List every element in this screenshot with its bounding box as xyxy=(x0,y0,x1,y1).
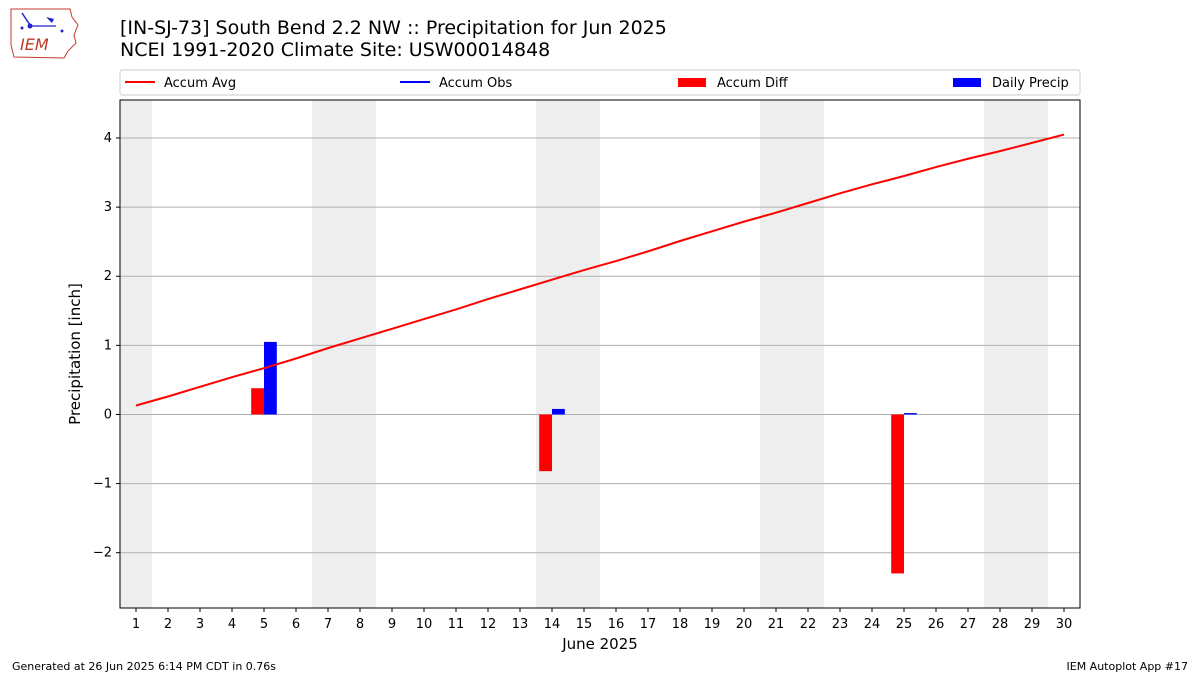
x-tick-label: 3 xyxy=(196,617,204,632)
x-tick-label: 1 xyxy=(132,617,140,632)
x-tick-label: 25 xyxy=(896,617,913,632)
accum-avg-line xyxy=(135,133,1065,407)
x-tick-label: 19 xyxy=(704,617,721,632)
legend-label-2: Accum Diff xyxy=(717,76,789,91)
weekend-band-0 xyxy=(120,100,152,608)
y-axis-label: Precipitation [inch] xyxy=(66,283,84,425)
y-tick-label: 0 xyxy=(104,407,112,422)
gridlines xyxy=(120,137,1080,554)
x-tick-label: 9 xyxy=(388,617,396,632)
y-tick-label: 4 xyxy=(104,131,112,146)
weekend-band-1 xyxy=(312,100,376,608)
x-tick-label: 16 xyxy=(608,617,625,632)
y-tick-label: 2 xyxy=(104,269,112,284)
x-tick-label: 7 xyxy=(324,617,332,632)
x-tick-label: 11 xyxy=(448,617,465,632)
accum-diff-bar-day-14 xyxy=(539,414,552,472)
iem-logo: IEM xyxy=(8,5,80,60)
weekend-band-4 xyxy=(984,100,1048,608)
x-tick-label: 30 xyxy=(1056,617,1073,632)
chart-title: [IN-SJ-73] South Bend 2.2 NW :: Precipit… xyxy=(120,17,667,61)
accum-diff-bar-day-5 xyxy=(251,388,264,415)
legend-label-1: Accum Obs xyxy=(439,76,512,91)
x-tick-label: 13 xyxy=(512,617,529,632)
x-axis-ticks: 1 2 3 4 5 6 7 8 9 10 11 12 13 14 15 16 17 18 19 20 21 22 23 24 2… xyxy=(132,608,1072,632)
title-line-1: [IN-SJ-73] South Bend 2.2 NW :: Precipit… xyxy=(120,17,667,39)
x-tick-label: 15 xyxy=(576,617,593,632)
x-tick-label: 29 xyxy=(1024,617,1041,632)
plot-frame xyxy=(119,99,1081,609)
x-tick-label: 5 xyxy=(260,617,268,632)
y-tick-label: −2 xyxy=(93,546,112,561)
x-tick-label: 12 xyxy=(480,617,497,632)
accum-diff-bar-day-25 xyxy=(891,414,904,574)
y-tick-label: 3 xyxy=(104,200,112,215)
daily-precip-bar-day-14 xyxy=(552,408,565,415)
x-tick-label: 10 xyxy=(416,617,433,632)
footer-app: IEM Autoplot App #17 xyxy=(1066,660,1189,673)
logo-text: IEM xyxy=(20,35,49,54)
legend-label-3: Daily Precip xyxy=(992,76,1069,91)
daily-precip-bar-day-25 xyxy=(904,413,917,415)
x-tick-label: 2 xyxy=(164,617,172,632)
x-tick-label: 28 xyxy=(992,617,1009,632)
x-tick-label: 18 xyxy=(672,617,689,632)
x-tick-label: 8 xyxy=(356,617,364,632)
x-tick-label: 21 xyxy=(768,617,785,632)
x-tick-label: 26 xyxy=(928,617,945,632)
x-tick-label: 24 xyxy=(864,617,881,632)
x-tick-label: 27 xyxy=(960,617,977,632)
x-tick-label: 6 xyxy=(292,617,300,632)
x-tick-label: 20 xyxy=(736,617,753,632)
weekend-band-3 xyxy=(760,100,824,608)
y-tick-label: −1 xyxy=(93,477,112,492)
legend: Accum Avg Accum Obs Accum Diff Daily Precip xyxy=(119,69,1081,96)
x-tick-label: 4 xyxy=(228,617,236,632)
legend-swatch-3 xyxy=(953,78,981,87)
x-tick-label: 17 xyxy=(640,617,657,632)
x-tick-label: 23 xyxy=(832,617,849,632)
footer-generated: Generated at 26 Jun 2025 6:14 PM CDT in … xyxy=(12,660,277,673)
lines xyxy=(135,133,1065,407)
weekend-shading xyxy=(120,100,1048,608)
x-axis-label: June 2025 xyxy=(561,635,638,653)
title-line-2: NCEI 1991-2020 Climate Site: USW00014848 xyxy=(120,39,551,61)
y-axis-ticks: −2 −1 0 1 2 3 4 xyxy=(93,131,120,561)
bars xyxy=(251,341,917,574)
legend-box xyxy=(119,69,1081,96)
legend-swatch-2 xyxy=(678,78,706,87)
daily-precip-bar-day-5 xyxy=(264,341,277,415)
x-tick-label: 14 xyxy=(544,617,561,632)
y-tick-label: 1 xyxy=(104,338,112,353)
x-tick-label: 22 xyxy=(800,617,817,632)
weekend-band-2 xyxy=(536,100,600,608)
legend-label-0: Accum Avg xyxy=(164,76,236,91)
